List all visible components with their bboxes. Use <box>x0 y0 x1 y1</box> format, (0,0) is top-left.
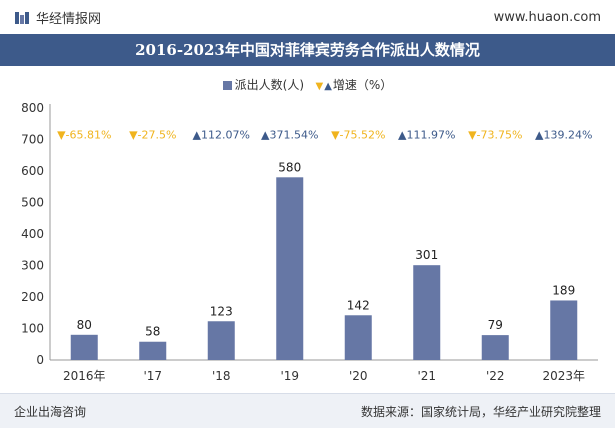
x-tick-label: '21 <box>417 369 436 383</box>
top-bar: 华经情报网 www.huaon.com <box>0 0 615 34</box>
chart-title: 2016-2023年中国对菲律宾劳务合作派出人数情况 <box>0 34 615 66</box>
y-tick-label: 0 <box>36 353 44 367</box>
footer-source: 数据来源：国家统计局，华经产业研究院整理 <box>360 405 601 419</box>
bar-value-label: 123 <box>210 304 233 318</box>
growth-label: ▼-27.5% <box>129 129 176 142</box>
brand-name: 华经情报网 <box>36 12 102 27</box>
brand-logo-icon <box>15 11 29 24</box>
growth-label: ▲111.97% <box>398 129 455 142</box>
footer-left[interactable]: 企业出海咨询 <box>14 405 87 419</box>
footer: 企业出海咨询 数据来源：国家统计局，华经产业研究院整理 <box>0 393 615 428</box>
bar-value-label: 79 <box>488 318 503 332</box>
growth-label: ▲112.07% <box>193 129 250 142</box>
y-tick-label: 100 <box>21 322 44 336</box>
y-tick-label: 200 <box>21 290 44 304</box>
bar-value-label: 58 <box>145 325 160 339</box>
y-tick-label: 600 <box>21 164 44 178</box>
y-tick-label: 500 <box>21 196 44 210</box>
brand[interactable]: 华经情报网 <box>14 8 101 27</box>
x-tick-label: 2016年 <box>63 369 106 383</box>
y-tick-label: 700 <box>21 133 44 147</box>
bar <box>139 341 167 360</box>
site-url[interactable]: www.huaon.com <box>493 10 601 25</box>
legend-bar-swatch <box>222 81 232 90</box>
bar-chart: 0 100 200 300 400 500 600 700 800 80 2016年 ▼-65.81%… <box>21 101 598 383</box>
x-tick-label: '18 <box>212 369 231 383</box>
bar-value-label: 189 <box>552 283 575 297</box>
legend: 派出人数(人) ▼▲增速（%） <box>0 76 615 93</box>
bar <box>276 177 304 360</box>
bar <box>481 335 509 360</box>
growth-label: ▲371.54% <box>261 129 318 142</box>
y-tick-label: 400 <box>21 227 44 241</box>
growth-label: ▼-75.52% <box>331 129 385 142</box>
bar-value-label: 142 <box>347 298 370 312</box>
growth-label: ▲139.24% <box>535 129 592 142</box>
y-tick-label: 300 <box>21 259 44 273</box>
growth-label: ▼-65.81% <box>57 129 111 142</box>
bar-value-label: 580 <box>278 160 301 174</box>
bar <box>413 265 441 360</box>
y-tick-label: 800 <box>21 101 44 115</box>
x-tick-label: '20 <box>349 369 368 383</box>
bar-value-label: 301 <box>415 248 438 262</box>
x-tick-label: '19 <box>280 369 299 383</box>
growth-label: ▼-73.75% <box>468 129 522 142</box>
x-tick-label: '17 <box>143 369 162 383</box>
bar <box>70 334 98 360</box>
legend-down-triangle-icon: ▼ <box>315 81 324 92</box>
legend-up-triangle-icon: ▲ <box>324 81 332 92</box>
x-tick-label: 2023年 <box>542 369 585 383</box>
bar-value-label: 80 <box>77 318 92 332</box>
legend-bar-label: 派出人数(人) <box>234 78 305 92</box>
bar <box>344 315 372 360</box>
bar <box>207 321 235 360</box>
legend-growth-label: 增速（%） <box>332 78 393 92</box>
bar <box>550 300 578 360</box>
x-tick-label: '22 <box>486 369 505 383</box>
